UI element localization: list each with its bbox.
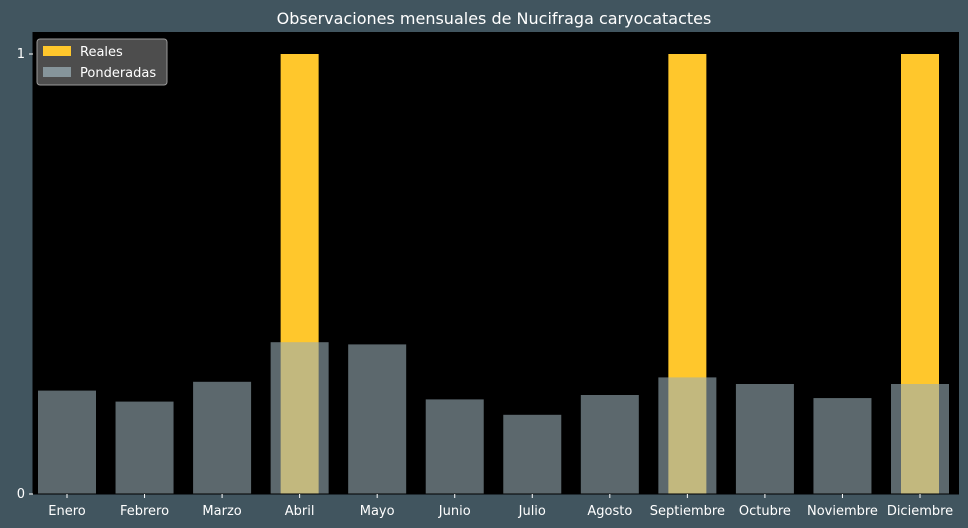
bar-ponderadas-julio	[503, 414, 562, 494]
bar-ponderadas-octubre	[735, 384, 794, 494]
bar-ponderadas-agosto	[580, 395, 639, 494]
legend-label-ponderadas: Ponderadas	[80, 66, 156, 81]
bar-ponderadas-mayo	[348, 344, 407, 494]
bar-ponderadas-enero	[38, 390, 96, 494]
x-tick-label-septiembre: Septiembre	[650, 504, 725, 519]
bar-ponderadas-febrero	[115, 401, 174, 494]
x-tick-label-abril: Abril	[285, 504, 315, 519]
bar-ponderadas-abril	[270, 342, 329, 494]
x-tick-label-noviembre: Noviembre	[807, 504, 878, 519]
bars-layer	[38, 54, 949, 494]
x-tick-label-julio: Julio	[518, 504, 546, 519]
x-tick-label-marzo: Marzo	[202, 504, 241, 519]
x-tick-label-junio: Junio	[438, 504, 471, 519]
legend: Reales Ponderadas	[36, 38, 168, 86]
bar-ponderadas-diciembre	[891, 384, 949, 494]
bar-ponderadas-junio	[425, 399, 484, 494]
legend-swatch-ponderadas	[43, 67, 71, 77]
plot-area	[33, 32, 959, 494]
legend-swatch-reales	[43, 46, 71, 56]
x-tick-label-agosto: Agosto	[587, 504, 632, 519]
chart-title: Observaciones mensuales de Nucifraga car…	[277, 9, 712, 28]
x-tick-label-diciembre: Diciembre	[887, 504, 953, 519]
bar-ponderadas-noviembre	[813, 398, 872, 494]
y-tick-label: 1	[17, 47, 25, 62]
axis-layer: 0 1 Enero Febrero Marzo Abril Mayo Junio Julio Ag…	[17, 32, 959, 519]
x-tick-label-octubre: Octubre	[739, 504, 791, 519]
bar-ponderadas-septiembre	[658, 377, 717, 494]
x-tick-label-mayo: Mayo	[360, 504, 395, 519]
x-tick-label-febrero: Febrero	[120, 504, 169, 519]
x-tick-label-enero: Enero	[48, 504, 86, 519]
legend-label-reales: Reales	[80, 45, 123, 60]
bar-ponderadas-marzo	[193, 381, 252, 494]
y-tick-label: 0	[17, 487, 25, 502]
